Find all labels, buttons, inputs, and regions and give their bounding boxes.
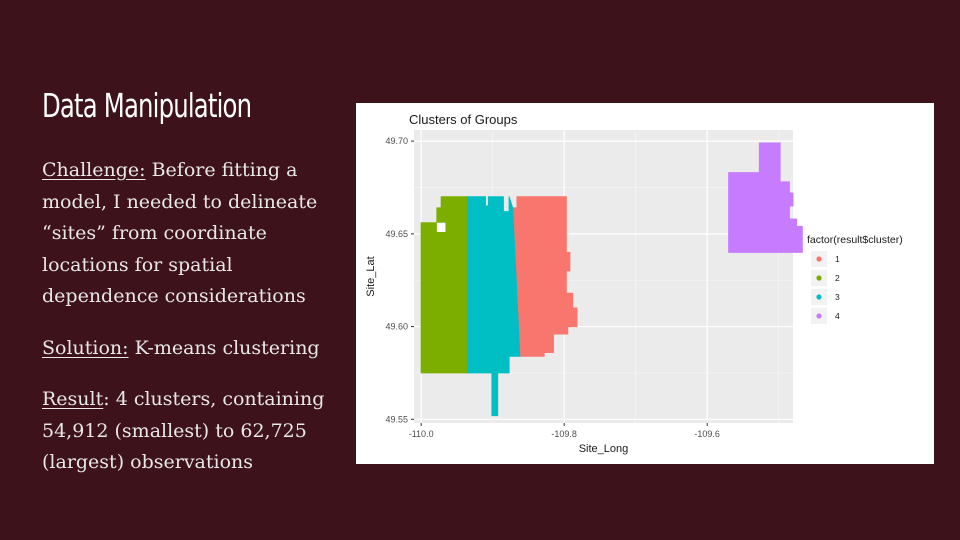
- cluster-chart: -110.0 -109.8 -109.6 49.55 49.60 49.65 49.70Cl…: [365, 112, 903, 455]
- legend-title: factor(result$cluster): [807, 234, 903, 246]
- legend-label: 4: [835, 311, 840, 321]
- legend-swatch: [816, 256, 822, 262]
- result-text: : 4 clusters, containing 54,912 (smalles…: [42, 388, 325, 473]
- cluster-1-region: [512, 196, 578, 357]
- result-paragraph: Result: 4 clusters, containing 54,912 (s…: [42, 384, 342, 479]
- cluster-2-hole: [436, 222, 446, 232]
- legend-label: 3: [835, 292, 840, 302]
- cluster-2-region: [420, 196, 469, 374]
- legend-swatch: [816, 313, 822, 319]
- legend-swatch: [816, 294, 822, 300]
- legend-label: 1: [835, 254, 840, 264]
- cluster-3-region: [467, 196, 521, 417]
- x-axis-label: Site_Long: [579, 443, 629, 455]
- y-tick-label: 49.55: [385, 414, 408, 424]
- cluster-4-region: [728, 142, 803, 253]
- challenge-text: Before fitting a model, I needed to deli…: [42, 159, 318, 307]
- challenge-label: Challenge:: [42, 159, 146, 181]
- challenge-paragraph: Challenge: Before fitting a model, I nee…: [42, 155, 342, 313]
- slide-title: Data Manipulation: [42, 86, 252, 125]
- x-tick-label: -109.8: [551, 429, 577, 439]
- y-tick-label: 49.60: [385, 322, 408, 332]
- y-axis-label: Site_Lat: [365, 256, 377, 296]
- x-tick-label: -110.0: [409, 429, 434, 439]
- text-block: Challenge: Before fitting a model, I nee…: [42, 155, 342, 499]
- result-label: Result: [42, 388, 104, 410]
- legend-swatch: [816, 275, 822, 281]
- x-tick-label: -109.6: [694, 429, 720, 439]
- legend-label: 2: [835, 273, 840, 283]
- y-tick-label: 49.70: [385, 136, 408, 146]
- solution-label: Solution:: [42, 336, 129, 359]
- chart-title: Clusters of Groups: [409, 112, 518, 127]
- y-tick-label: 49.65: [385, 229, 408, 239]
- solution-text: K-means clustering: [128, 336, 320, 359]
- solution-paragraph: Solution: K-means clustering: [42, 333, 342, 365]
- chart-panel: -110.0 -109.8 -109.6 49.55 49.60 49.65 49.70 Cl…: [356, 103, 934, 464]
